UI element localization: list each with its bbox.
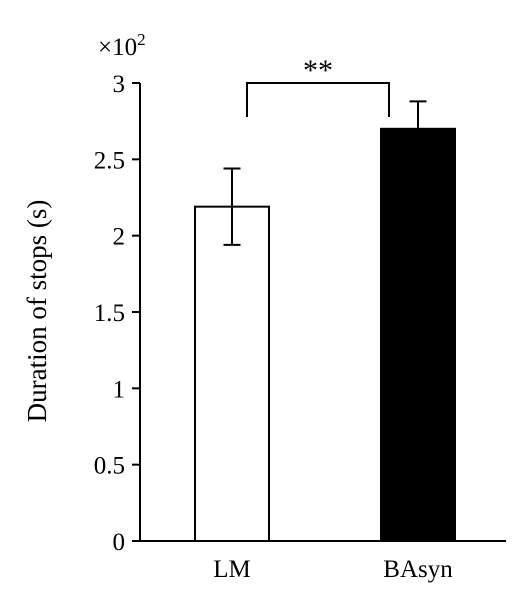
x-tick-label: BAsyn [383,556,453,583]
significance-label: ** [303,54,333,87]
y-tick-label: 1 [113,376,126,403]
error-bar-basyn [409,100,427,157]
y-axis-label: Duration of stops (s) [22,200,52,423]
error-bar-lm [223,167,241,246]
y-multiplier: ×102 [98,30,146,61]
y-tick-label: 2 [113,224,126,251]
bars [194,100,456,543]
significance-bracket: ** [246,54,390,117]
bar-basyn [380,127,456,543]
y-axis: 0 0.5 1 1.5 2 2.5 3 [94,71,141,556]
y-tick-label: 3 [113,71,126,98]
x-tick-label: LM [213,556,251,583]
bar-lm [194,205,270,542]
bracket-line [246,82,390,117]
y-multiplier-exponent: 2 [137,30,146,49]
x-axis: LM BAsyn [140,540,506,583]
y-multiplier-base: ×10 [98,34,137,61]
y-tick-label: 1.5 [94,300,125,327]
y-tick-label: 0.5 [94,453,125,480]
y-tick-label: 0 [113,529,126,556]
y-tick-label: 2.5 [94,147,125,174]
